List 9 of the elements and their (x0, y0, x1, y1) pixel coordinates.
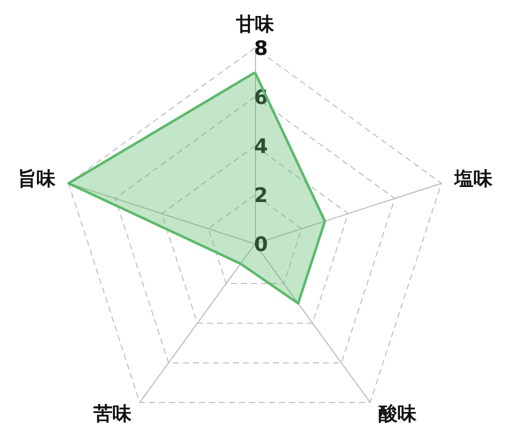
spoke-label: 苦味 (92, 402, 133, 425)
y-tick-label: 2 (254, 182, 268, 207)
spoke-label: 甘味 (234, 13, 275, 36)
y-tick-label: 4 (254, 134, 268, 158)
spoke-label: 旨味 (17, 168, 56, 190)
spoke-label: 塩味 (454, 168, 494, 190)
spoke-label: 酸味 (378, 402, 418, 425)
y-tick-label: 8 (254, 36, 268, 60)
y-tick-label: 0 (254, 232, 268, 256)
